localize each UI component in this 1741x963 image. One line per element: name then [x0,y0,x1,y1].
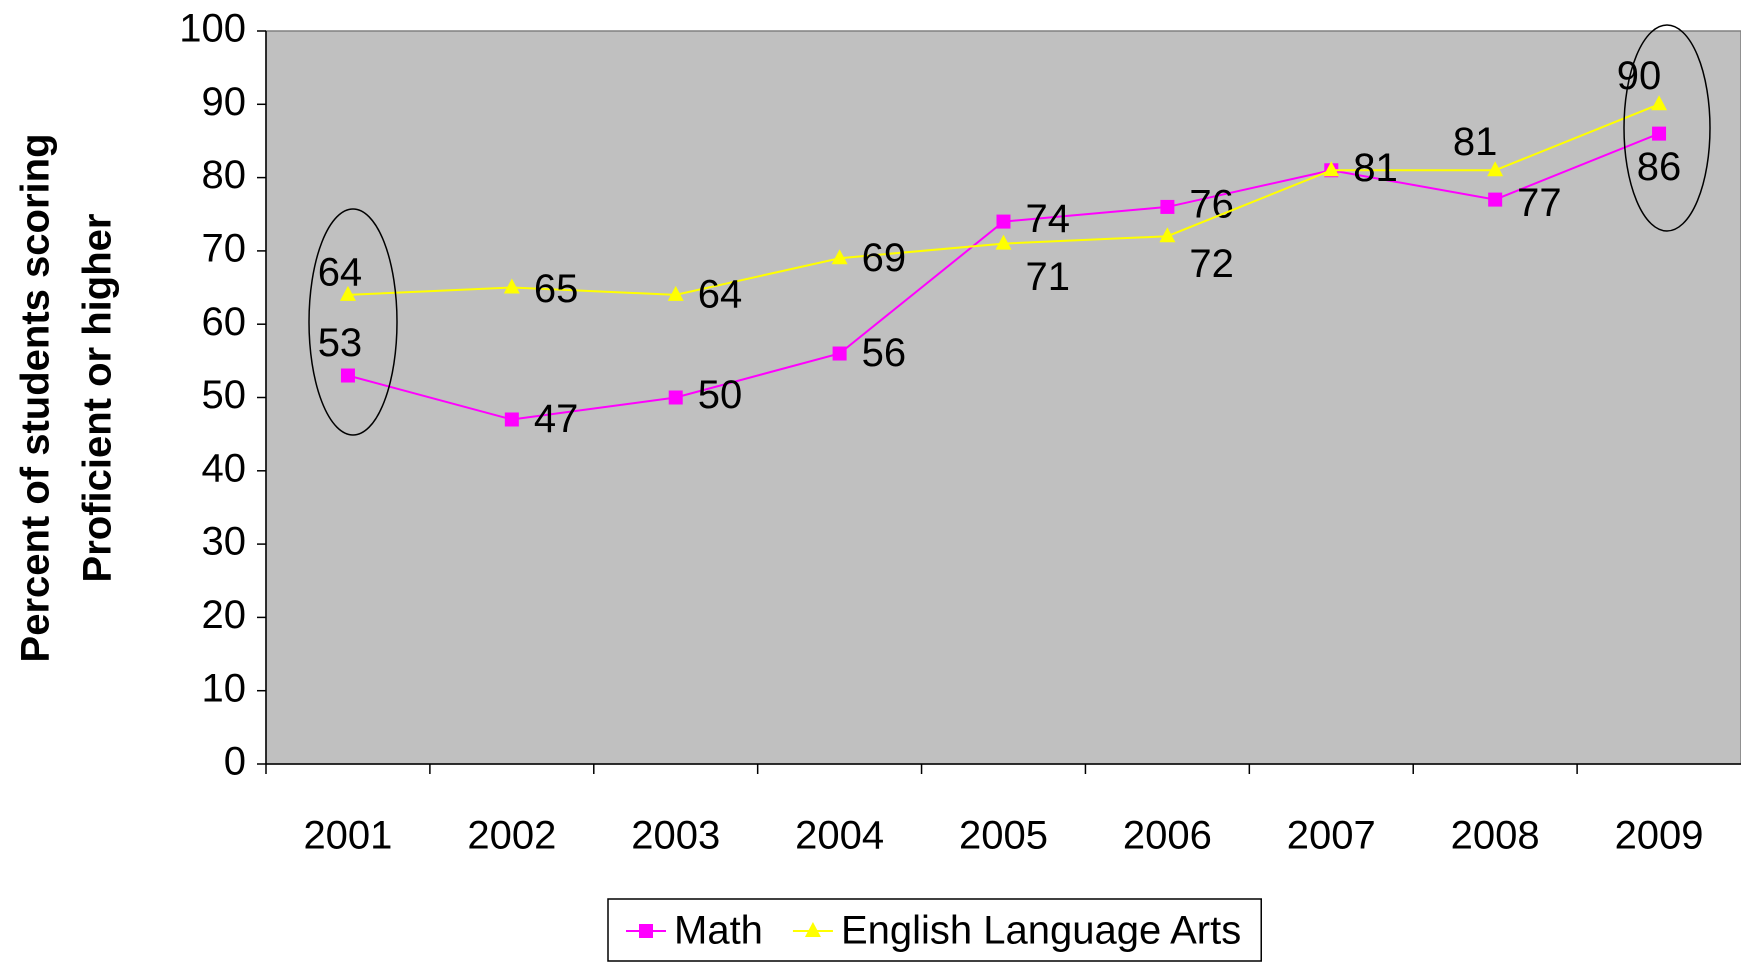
y-tick-label: 70 [202,226,247,270]
x-tick-label: 2004 [795,814,884,858]
y-tick-label: 10 [202,666,247,710]
data-label: 81 [1353,146,1398,190]
data-label: 69 [862,236,907,280]
highlight-ellipse [308,208,398,436]
x-tick-label: 2006 [1123,814,1212,858]
data-label: 81 [1453,120,1498,164]
y-axis-label-line1: Percent of students scoring [14,134,58,663]
point [1487,161,1504,177]
x-tick-label: 2003 [631,814,720,858]
data-label: 56 [862,331,907,375]
legend-label: Math [674,909,763,953]
y-tick-label: 60 [202,300,247,344]
data-label: 72 [1189,242,1234,286]
legend-marker [804,922,821,937]
series: 64 65 64 69 71 72 81 81 90 [318,54,1668,316]
point [668,390,683,405]
data-label: 65 [534,267,579,311]
point [831,249,848,265]
x-tick-label: 2008 [1451,814,1540,858]
legend: Math English Language Arts [607,898,1262,962]
point [339,285,356,301]
highlight-ellipse [1623,24,1711,232]
x-tick-label: 2007 [1287,814,1376,858]
point [832,346,847,361]
x-tick-label: 2009 [1615,814,1704,858]
point [667,285,684,301]
data-label: 77 [1517,181,1562,225]
data-label: 53 [318,321,363,365]
y-tick-label: 30 [202,520,247,564]
y-tick-label: 20 [202,593,247,637]
point [996,214,1011,229]
point [1488,192,1503,207]
point [340,368,355,383]
point [1323,161,1340,177]
data-label: 71 [1026,255,1071,299]
data-label: 81 [1353,146,1398,190]
data-label: 74 [1026,197,1071,241]
x-tick-label: 2002 [467,814,556,858]
legend-marker [639,924,653,938]
y-tick-label: 90 [202,80,247,124]
y-tick-label: 0 [224,740,246,784]
point [1652,126,1667,141]
point [504,412,519,427]
plot-area [265,30,1741,765]
y-tick-label: 80 [202,153,247,197]
series: 53 47 50 56 74 76 81 77 86 [318,126,1682,441]
data-label: 76 [1189,182,1234,226]
legend-box [607,898,1262,962]
point [1160,199,1175,214]
data-label: 47 [534,397,579,441]
legend-label: English Language Arts [841,909,1241,953]
point [1159,227,1176,243]
y-tick-label: 40 [202,446,247,490]
data-label: 64 [698,272,743,316]
data-label: 64 [318,250,363,294]
y-tick-label: 100 [179,7,246,51]
x-tick-label: 2001 [303,814,392,858]
data-label: 90 [1617,54,1662,98]
data-label: 50 [698,373,743,417]
x-tick-label: 2005 [959,814,1048,858]
y-tick-label: 50 [202,373,247,417]
data-label: 86 [1637,145,1682,189]
point [1651,95,1668,111]
point [995,234,1012,250]
point [503,278,520,294]
y-axis-label-line2: Proficient or higher [76,214,120,583]
